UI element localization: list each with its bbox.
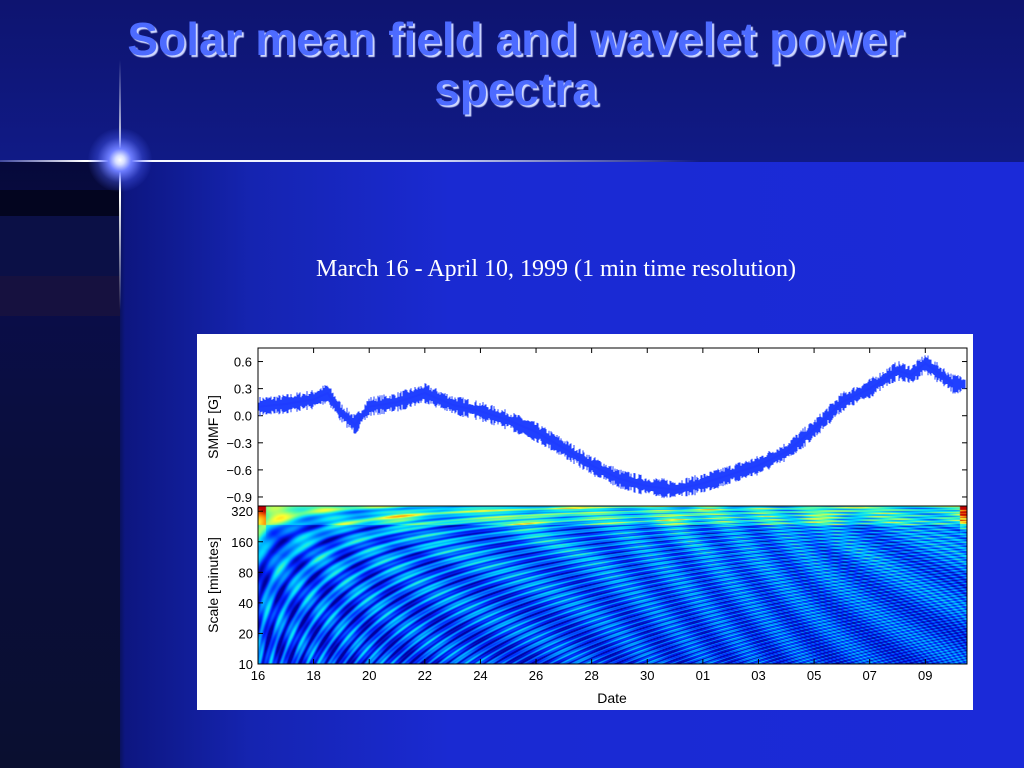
decor-bar	[0, 276, 120, 316]
date-x-tick-label: 20	[362, 668, 376, 683]
wavelet-y-tick-label: 10	[239, 657, 253, 672]
wavelet-y-tick-label: 40	[239, 596, 253, 611]
wavelet-y-tick-label: 80	[239, 565, 253, 580]
wavelet-y-tick-label: 320	[231, 504, 253, 519]
flare-horizontal-line	[0, 160, 700, 162]
wavelet-y-tick-label: 20	[239, 626, 253, 641]
wavelet-power-heatmap	[258, 506, 967, 664]
date-x-tick-label: 05	[807, 668, 821, 683]
date-x-tick-label: 07	[862, 668, 876, 683]
date-x-tick-label: 09	[918, 668, 932, 683]
date-x-tick-label: 18	[306, 668, 320, 683]
left-decor-strip	[0, 162, 120, 768]
smmf-y-tick-label: −0.3	[226, 436, 252, 451]
slide-title: Solar mean field and wavelet power spect…	[127, 13, 905, 115]
date-x-tick-label: 26	[529, 668, 543, 683]
date-x-axis-label: Date	[597, 690, 627, 706]
date-x-tick-label: 28	[584, 668, 598, 683]
figure-panel: 0.6 0.3 0.0 −0.3 −0.6 −0.9 SMMF [G] 320 160 80 4…	[197, 334, 973, 710]
chart-svg: 0.6 0.3 0.0 −0.3 −0.6 −0.9 SMMF [G] 320 160 80 4…	[205, 347, 968, 706]
wavelet-y-axis-label: Scale [minutes]	[205, 537, 221, 633]
slide-subtitle: March 16 - April 10, 1999 (1 min time re…	[316, 256, 796, 282]
smmf-y-tick-label: −0.9	[226, 490, 252, 505]
smmf-y-tick-label: 0.3	[234, 382, 252, 397]
wavelet-y-tick-label: 160	[231, 535, 253, 550]
wavelet-plot-frame	[257, 505, 968, 665]
smmf-y-tick-label: 0.0	[234, 409, 252, 424]
smmf-y-tick-label: 0.6	[234, 355, 252, 370]
star-flare-icon	[88, 128, 152, 192]
date-x-tick-label: 22	[418, 668, 432, 683]
decor-bar	[0, 190, 120, 216]
date-x-tick-label: 30	[640, 668, 654, 683]
smmf-y-tick-label: −0.6	[226, 463, 252, 478]
smmf-line-chart: 0.6 0.3 0.0 −0.3 −0.6 −0.9 SMMF [G]	[205, 347, 968, 507]
date-x-tick-label: 24	[473, 668, 487, 683]
smmf-series-line	[257, 362, 954, 491]
date-x-tick-label: 03	[751, 668, 765, 683]
slide-header-band	[0, 0, 1024, 162]
decor-bar	[0, 216, 120, 276]
date-x-tick-label: 16	[251, 668, 265, 683]
date-x-tick-label: 01	[696, 668, 710, 683]
smmf-y-axis-label: SMMF [G]	[205, 395, 221, 459]
